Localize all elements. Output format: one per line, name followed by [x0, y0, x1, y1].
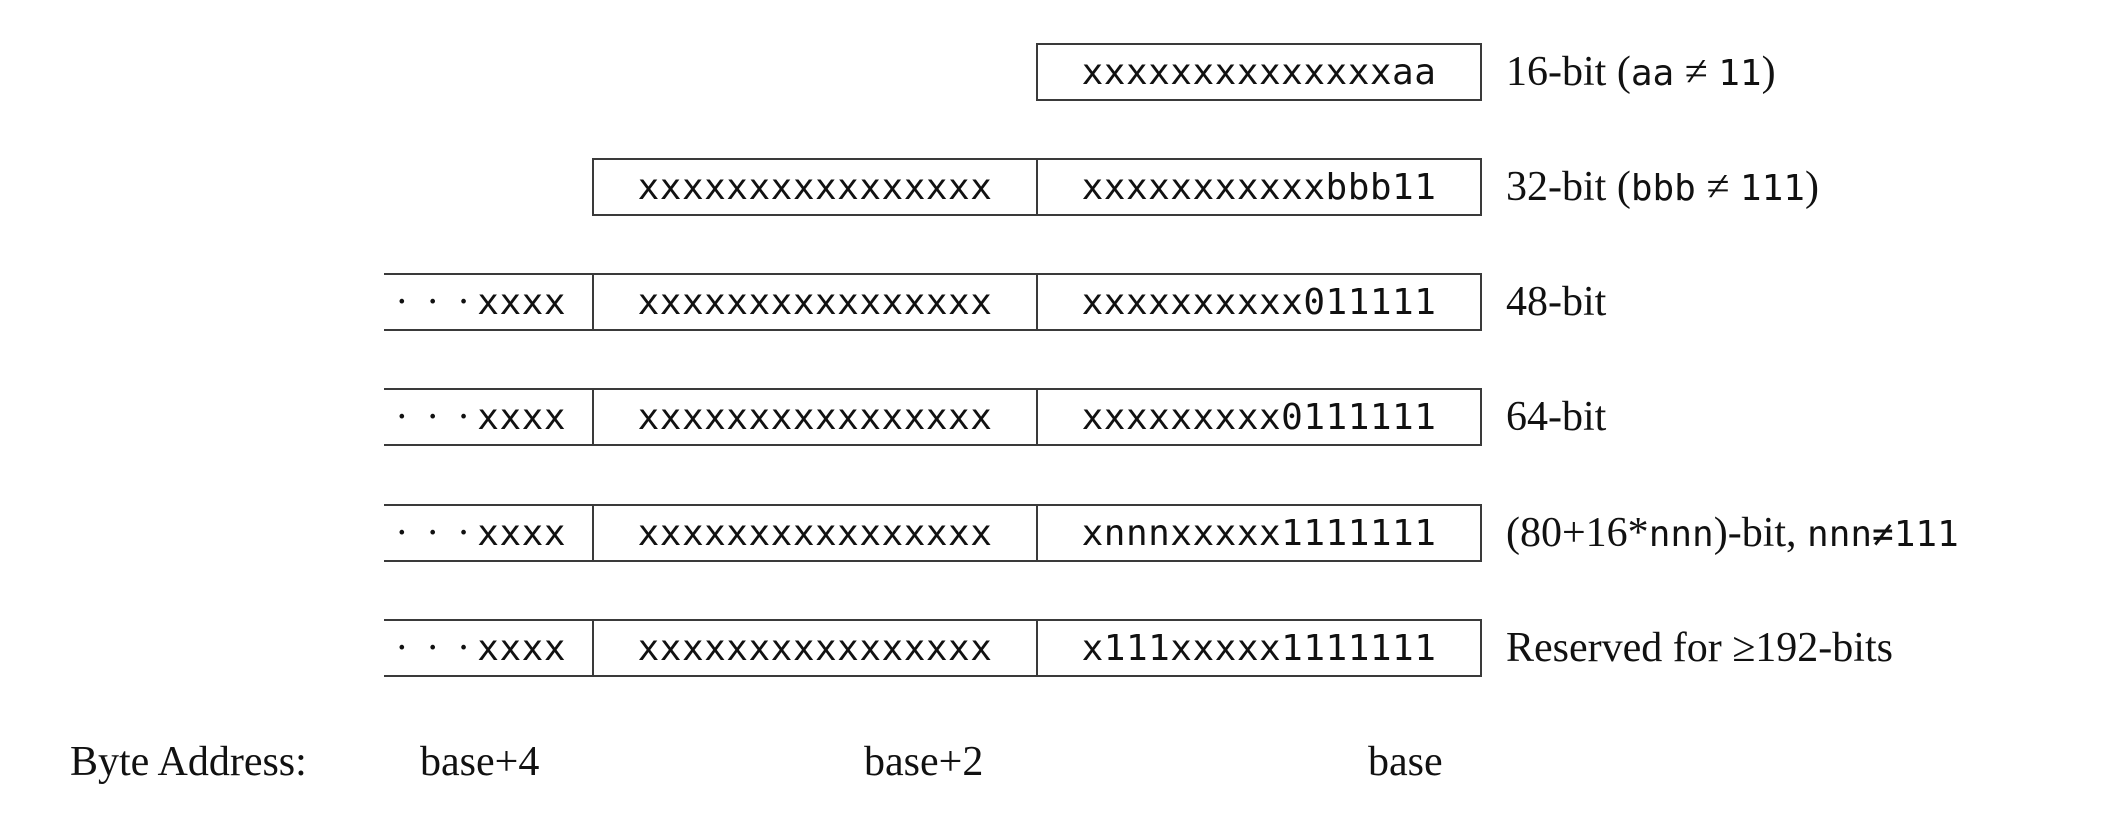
label-text: ≠ — [1674, 49, 1719, 95]
parcel-base: xxxxxxxxxxxxxxaa — [1036, 43, 1482, 101]
label-text: ) — [1761, 49, 1776, 95]
parcel-bits: xxxx — [477, 627, 566, 669]
ellipsis-icon: · · · — [396, 512, 474, 554]
parcel-base-plus-2: xxxxxxxxxxxxxxxx — [592, 619, 1038, 677]
parcel-base-plus-2: xxxxxxxxxxxxxxxx — [592, 388, 1038, 446]
byte-address-base: base — [1368, 739, 1443, 785]
parcel-base: xnnnxxxxx1111111 — [1036, 504, 1482, 562]
parcel-bits: xxxx — [477, 512, 566, 554]
label-code: nnn — [1648, 514, 1714, 555]
parcel-bits: xxxxxxxxxxxbbb11 — [1081, 166, 1437, 208]
parcel-base-plus-4: · · · xxxx — [384, 273, 594, 331]
parcel-base-plus-2: xxxxxxxxxxxxxxxx — [592, 504, 1038, 562]
parcel-bits: xxxxxxxxxxxxxxxx — [637, 281, 993, 323]
parcel-base-plus-4: · · · xxxx — [384, 388, 594, 446]
row-32-bit: xxxxxxxxxxxxxxxx xxxxxxxxxxxbbb11 — [592, 158, 1482, 216]
ellipsis-icon: · · · — [396, 396, 474, 438]
label-code: aa — [1630, 53, 1675, 94]
parcel-bits: xxxxxxxxxxxxxxaa — [1081, 51, 1437, 93]
row-64-bit: · · · xxxx xxxxxxxxxxxxxxxx xxxxxxxxx0111… — [384, 388, 1482, 446]
label-code: nnn≠111 — [1807, 514, 1959, 555]
label-text: 32-bit ( — [1506, 164, 1631, 210]
parcel-bits: xxxxxxxxxx011111 — [1081, 281, 1437, 323]
parcel-base-plus-4: · · · xxxx — [384, 619, 594, 677]
row-16-bit: xxxxxxxxxxxxxxaa — [1036, 43, 1482, 101]
label-text: (80+16* — [1506, 510, 1649, 556]
byte-address-title: Byte Address: — [70, 739, 307, 785]
parcel-base-plus-2: xxxxxxxxxxxxxxxx — [592, 158, 1038, 216]
parcel-bits: x111xxxxx1111111 — [1081, 627, 1437, 669]
row-variable-bit: · · · xxxx xxxxxxxxxxxxxxxx xnnnxxxxx1111… — [384, 504, 1482, 562]
label-text: ≠ — [1695, 164, 1740, 210]
label-code: bbb — [1630, 168, 1696, 209]
row-label-16-bit: 16-bit (aa ≠ 11) — [1506, 43, 1776, 101]
parcel-base: xxxxxxxxx0111111 — [1036, 388, 1482, 446]
parcel-bits: xxxxxxxxxxxxxxxx — [637, 396, 993, 438]
row-label-variable-bit: (80+16*nnn)-bit, nnn≠111 — [1506, 504, 1959, 562]
ellipsis-icon: · · · — [396, 281, 474, 323]
parcel-base-plus-4: · · · xxxx — [384, 504, 594, 562]
parcel-bits: xxxxxxxxx0111111 — [1081, 396, 1437, 438]
byte-address-base-plus-4: base+4 — [420, 739, 540, 785]
label-code: 111 — [1739, 168, 1805, 209]
parcel-base: xxxxxxxxxxxbbb11 — [1036, 158, 1482, 216]
parcel-bits: xxxxxxxxxxxxxxxx — [637, 627, 993, 669]
row-label-48-bit: 48-bit — [1506, 279, 1607, 325]
parcel-bits: xxxxxxxxxxxxxxxx — [637, 166, 993, 208]
row-label-32-bit: 32-bit (bbb ≠ 111) — [1506, 158, 1819, 216]
label-text: 16-bit ( — [1506, 49, 1631, 95]
row-label-64-bit: 64-bit — [1506, 394, 1607, 440]
parcel-base-plus-2: xxxxxxxxxxxxxxxx — [592, 273, 1038, 331]
byte-address-base-plus-2: base+2 — [864, 739, 984, 785]
parcel-bits: xnnnxxxxx1111111 — [1081, 512, 1437, 554]
row-label-reserved: Reserved for ≥192-bits — [1506, 625, 1893, 671]
ellipsis-icon: · · · — [396, 627, 474, 669]
parcel-bits: xxxx — [477, 396, 566, 438]
label-text: )-bit, — [1713, 510, 1808, 556]
parcel-base: x111xxxxx1111111 — [1036, 619, 1482, 677]
parcel-bits: xxxxxxxxxxxxxxxx — [637, 512, 993, 554]
row-reserved: · · · xxxx xxxxxxxxxxxxxxxx x111xxxxx1111… — [384, 619, 1482, 677]
parcel-base: xxxxxxxxxx011111 — [1036, 273, 1482, 331]
parcel-bits: xxxx — [477, 281, 566, 323]
label-code: 11 — [1718, 53, 1762, 94]
row-48-bit: · · · xxxx xxxxxxxxxxxxxxxx xxxxxxxxxx011… — [384, 273, 1482, 331]
label-text: ) — [1804, 164, 1819, 210]
